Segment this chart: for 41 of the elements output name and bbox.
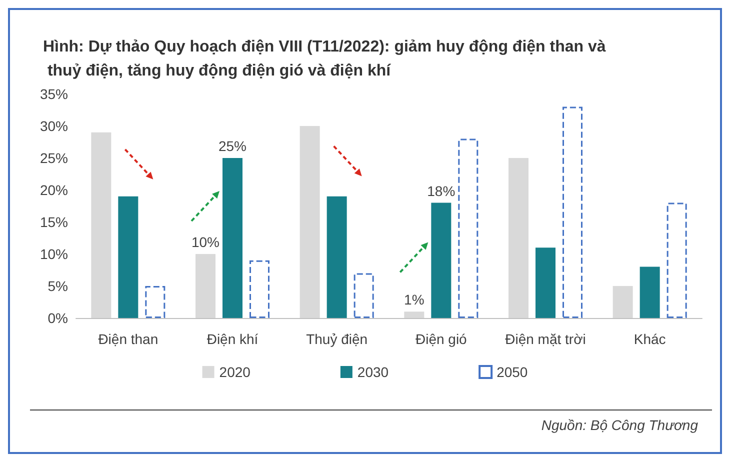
bar (354, 273, 374, 318)
x-tick-label: Điện than (98, 331, 158, 347)
data-label: 18% (427, 182, 456, 199)
bar (562, 106, 582, 318)
bar (222, 158, 242, 318)
y-tick-label: 30% (40, 118, 68, 134)
data-label: 25% (218, 138, 247, 154)
bar (196, 254, 216, 318)
bar (612, 286, 633, 318)
bar (508, 158, 528, 318)
chart-title: Hình: Dự thảo Quy hoạch điện VIII (T11/2022): giảm huy động điện than và thuỷ điện, tăng huy động điện gió và điện khí (43, 38, 606, 80)
bar (145, 286, 166, 318)
bar (458, 138, 478, 318)
y-tick-label: 15% (40, 214, 68, 230)
x-tick-label: Điện mặt trời (505, 331, 586, 347)
legend-label: 2030 (357, 364, 389, 380)
x-tick-label: Khác (634, 331, 666, 347)
y-tick-label: 25% (40, 150, 68, 166)
data-label: 1% (404, 292, 424, 308)
y-tick-label: 0% (48, 310, 68, 326)
bar (91, 132, 112, 318)
legend-label: 2020 (219, 364, 251, 380)
y-tick-label: 10% (40, 246, 68, 262)
y-tick-label: 5% (48, 278, 68, 294)
bar (300, 126, 320, 318)
x-tick-label: Điện gió (415, 331, 468, 347)
y-tick-label: 35% (40, 86, 68, 102)
bar (536, 248, 556, 318)
bar (431, 202, 452, 318)
text: Nguồn: Bộ Công Thương (541, 417, 698, 433)
y-tick-label: 20% (40, 182, 68, 198)
bar (118, 196, 138, 318)
legend-label: 2050 (496, 364, 528, 380)
x-tick-label: Điện khí (206, 331, 258, 347)
bar (250, 260, 270, 318)
bar (640, 266, 660, 318)
x-tick-label: Thuỷ điện (306, 331, 368, 347)
bar (326, 196, 347, 318)
bar (404, 312, 424, 318)
data-label: 10% (191, 234, 220, 250)
bar (666, 202, 687, 318)
